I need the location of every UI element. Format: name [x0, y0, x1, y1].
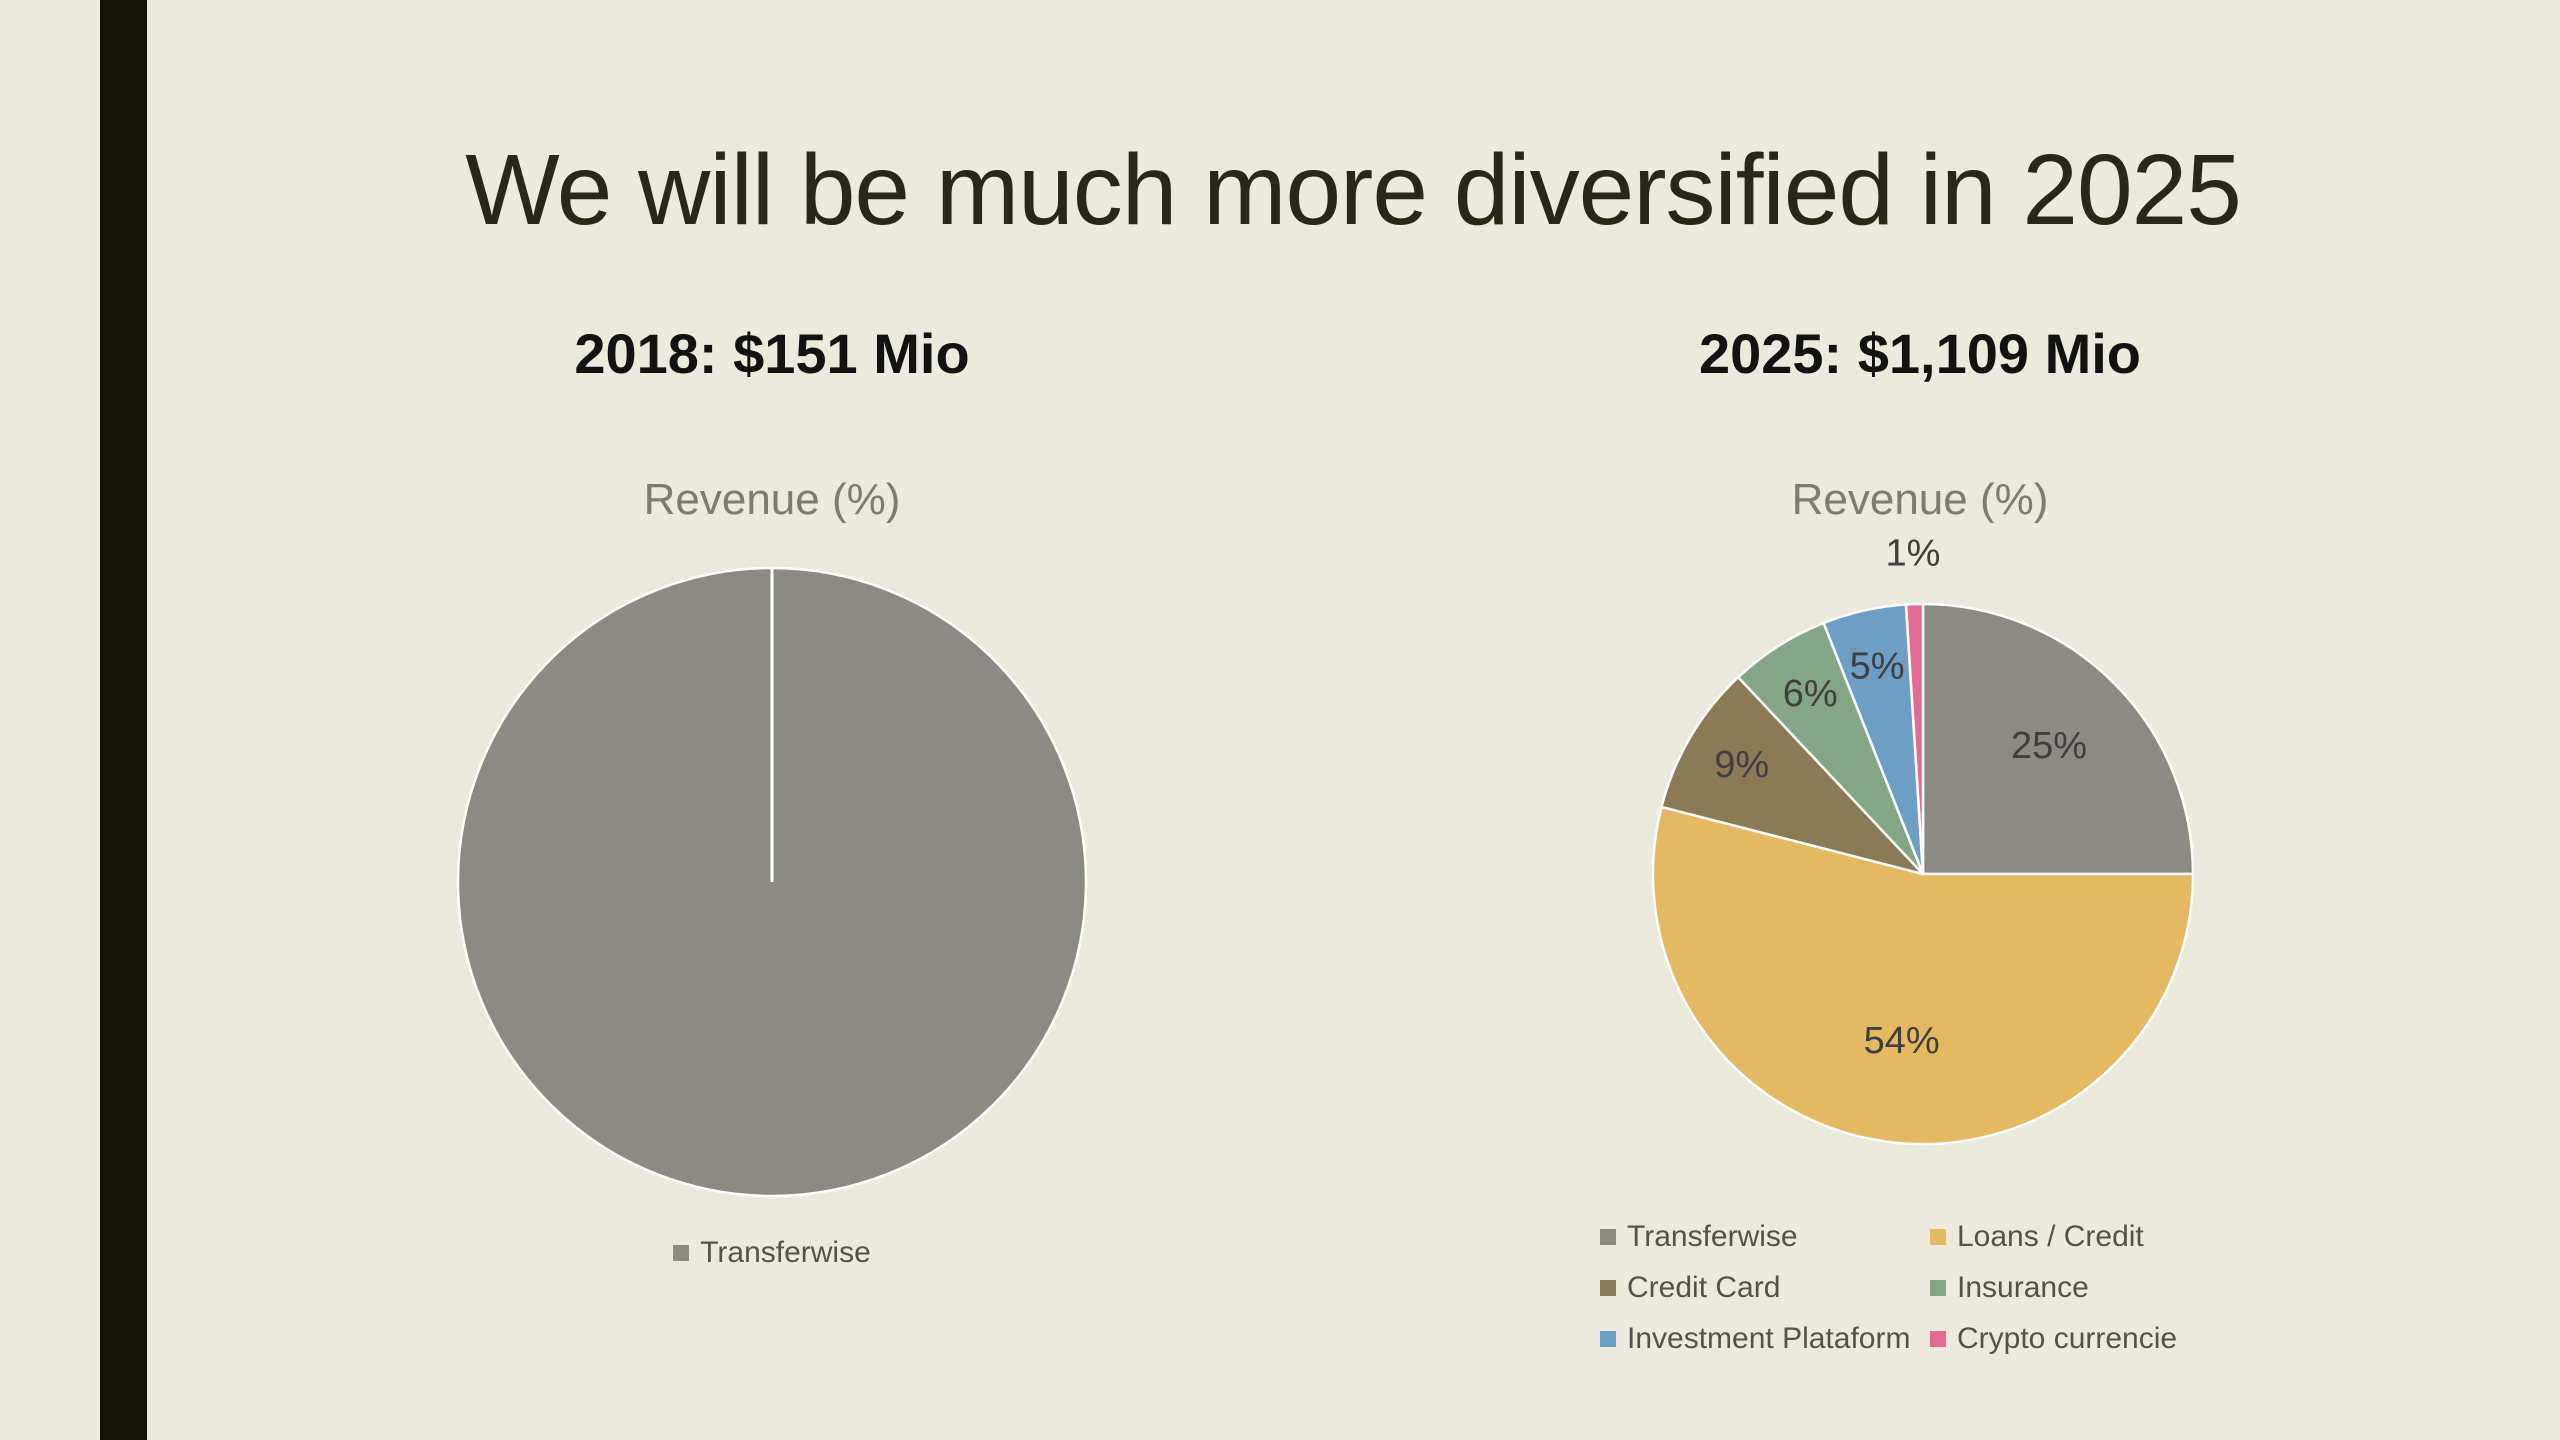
- data-label: 25%: [2011, 725, 2087, 767]
- pie-chart-2018: [456, 566, 1088, 1198]
- legend-item: Transferwise: [673, 1236, 871, 1269]
- legend-item: Loans / Credit: [1930, 1220, 2400, 1253]
- pie-slice: [1660, 675, 1925, 876]
- pie-chart-2025: 25% 54% 9% 6% 5% 1%: [1651, 533, 2195, 1146]
- legend-item: Transferwise: [1600, 1220, 1930, 1253]
- legend-item: Insurance: [1930, 1271, 2400, 1304]
- data-label: 6%: [1783, 673, 1838, 715]
- chart-heading-2025: 2025: $1,109 Mio: [1698, 322, 2142, 385]
- chart-title-2018: Revenue (%): [643, 475, 901, 524]
- data-label: 1%: [1886, 533, 1941, 575]
- chart-heading-2018: 2018: $151 Mio: [574, 322, 970, 385]
- legend-swatch: [1930, 1330, 1946, 1347]
- legend-label: Insurance: [1957, 1271, 2089, 1304]
- data-label: 5%: [1850, 646, 1905, 688]
- chart-title-2025: Revenue (%): [1791, 475, 2049, 524]
- legend-item: Credit Card: [1600, 1271, 1930, 1304]
- legend-label: Transferwise: [1627, 1220, 1798, 1253]
- legend-label: Loans / Credit: [1957, 1220, 2144, 1253]
- legend-item: Investment Plataform: [1600, 1322, 1930, 1355]
- left-accent-bar: [100, 0, 147, 1440]
- legend-swatch: [1930, 1228, 1946, 1245]
- legend-2025: Transferwise Loans / Credit Credit Card Ins…: [1600, 1220, 2400, 1355]
- legend-label: Credit Card: [1627, 1271, 1781, 1304]
- legend-swatch: [1600, 1228, 1616, 1245]
- legend-2018: Transferwise: [352, 1236, 1192, 1269]
- legend-swatch: [673, 1244, 690, 1261]
- pie-slice: [1651, 805, 2195, 1146]
- data-label: 9%: [1714, 744, 1769, 786]
- legend-label: Investment Plataform: [1627, 1322, 1911, 1355]
- pie-slice: [1904, 602, 1925, 876]
- legend-swatch: [1600, 1330, 1616, 1347]
- slide-title: We will be much more diversified in 2025: [465, 134, 2242, 246]
- legend-label: Transferwise: [700, 1236, 871, 1269]
- legend-item: Crypto currencie: [1930, 1322, 2400, 1355]
- legend-swatch: [1600, 1279, 1616, 1296]
- data-label: 54%: [1864, 1020, 1940, 1062]
- pie-slice: [1921, 602, 2195, 876]
- legend-label: Crypto currencie: [1957, 1322, 2178, 1355]
- legend-swatch: [1930, 1279, 1946, 1296]
